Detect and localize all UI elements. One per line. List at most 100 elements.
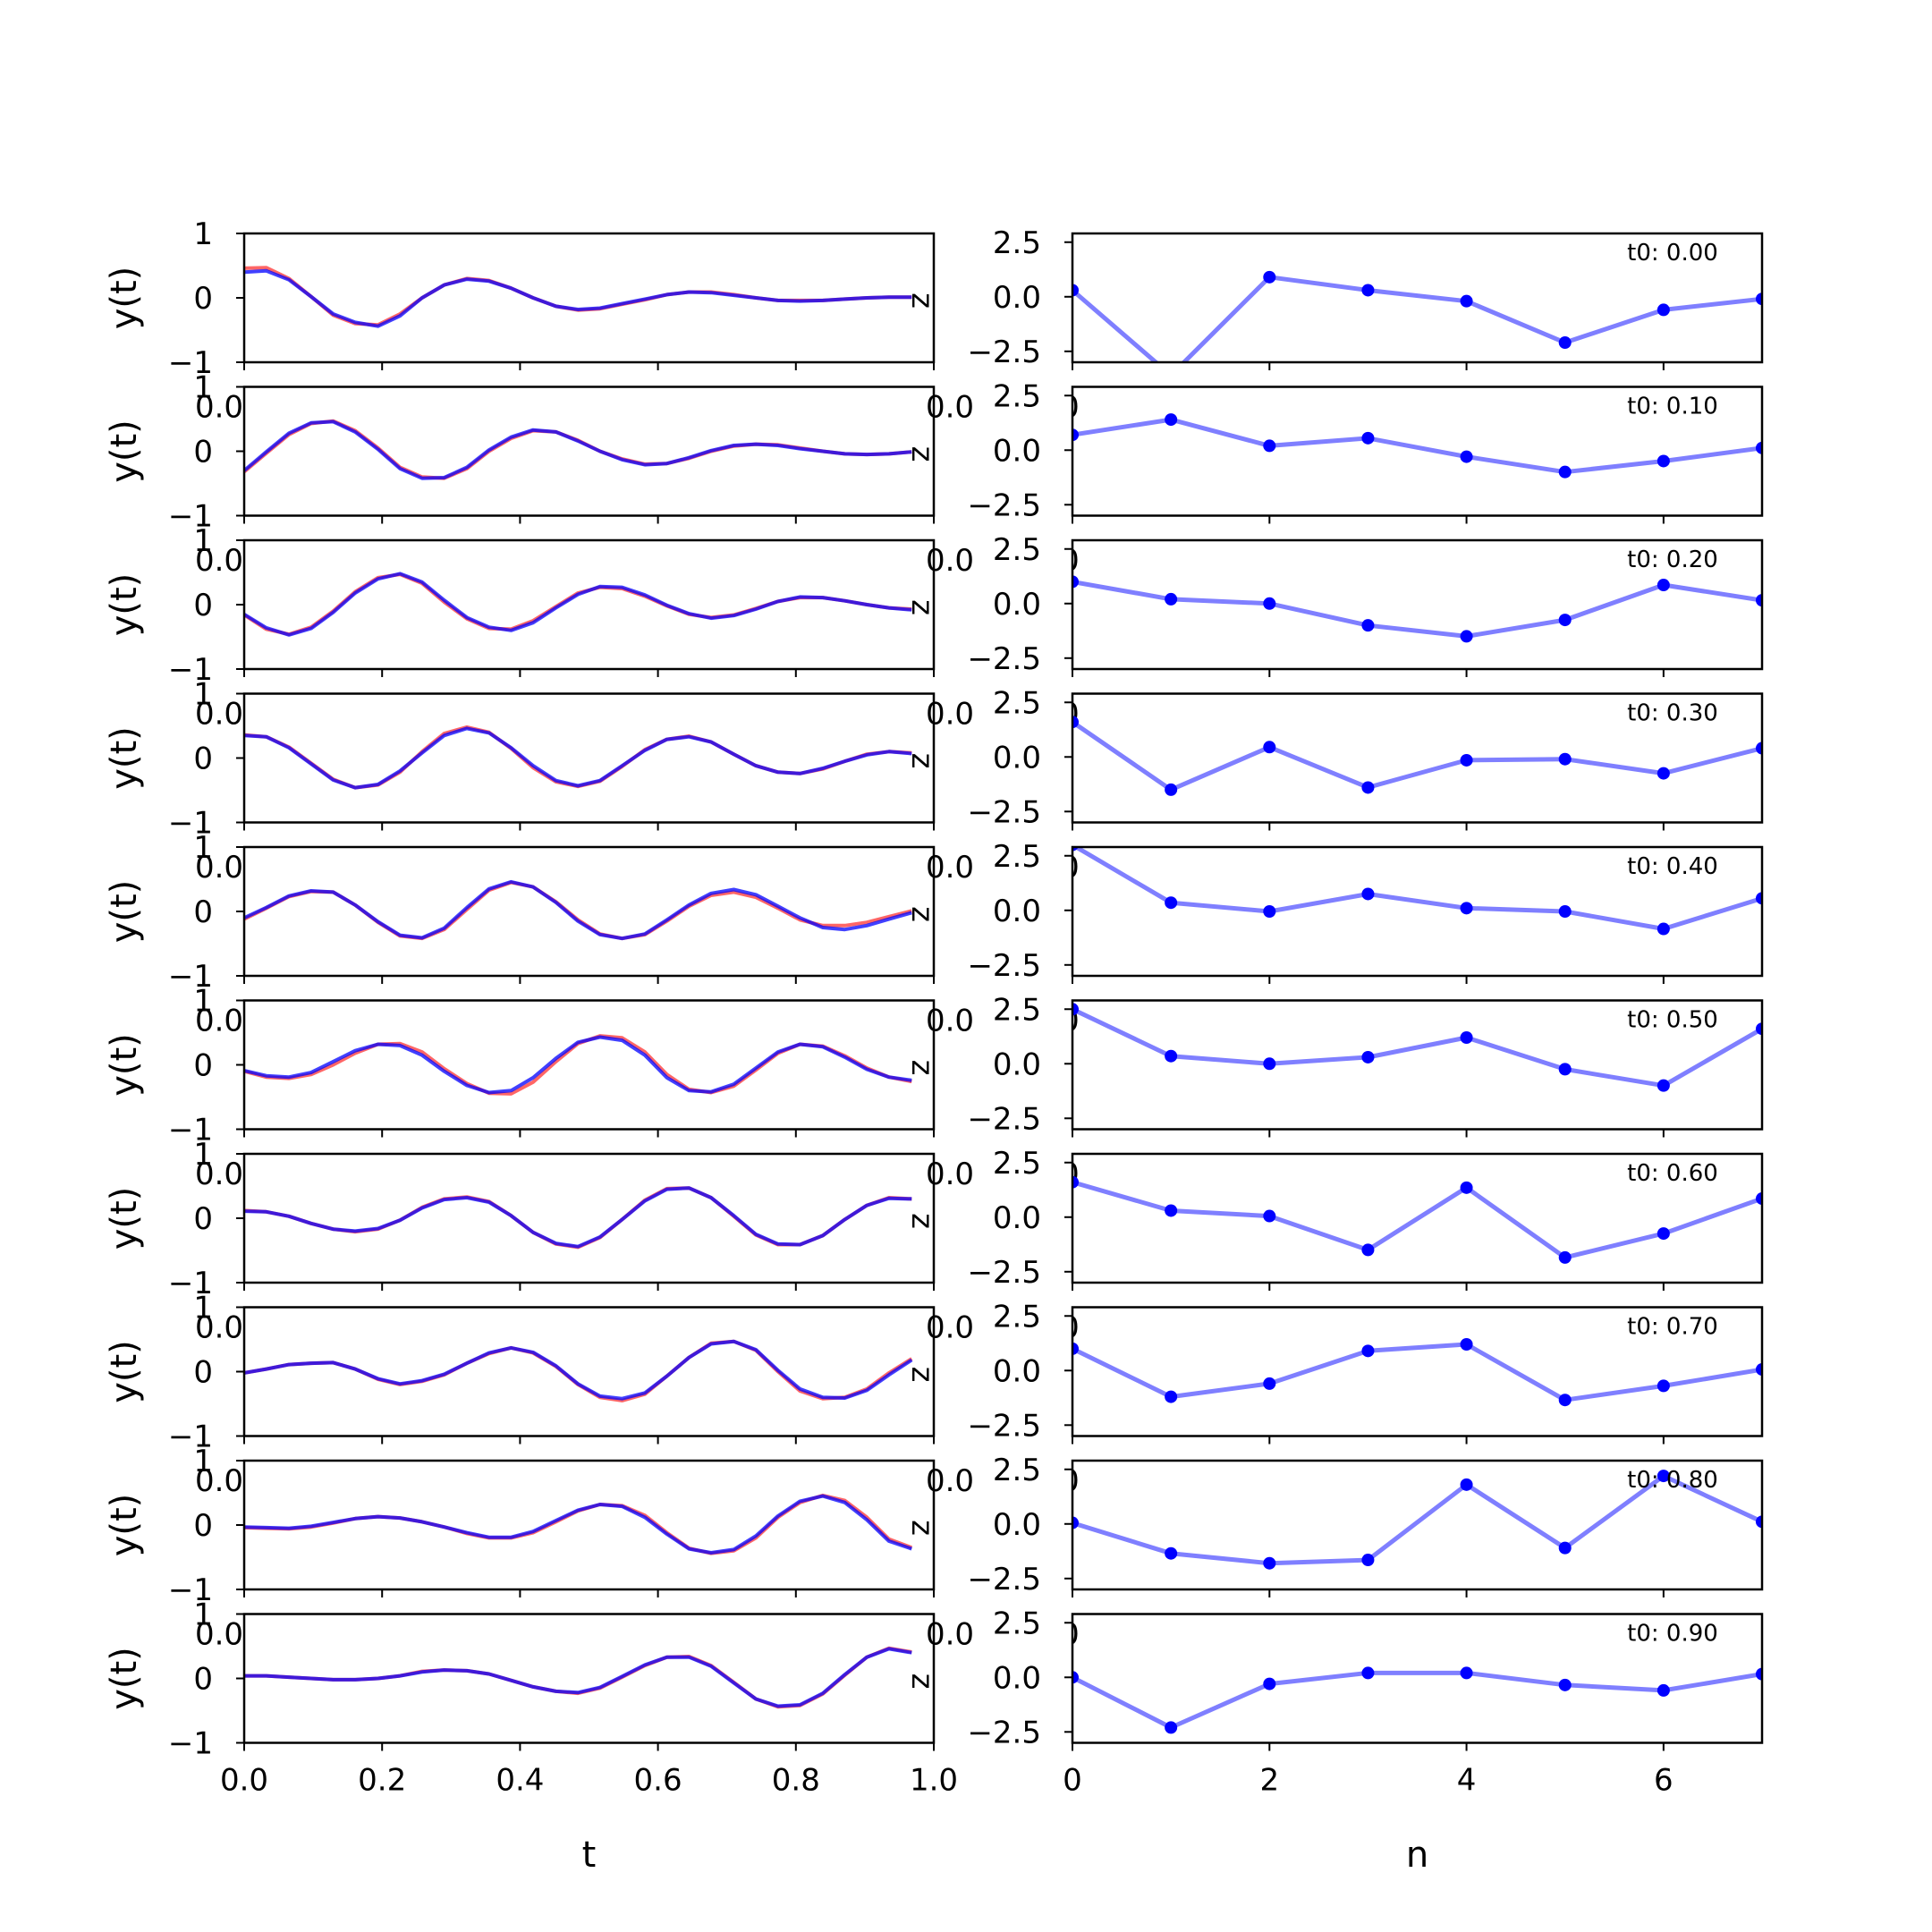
overlap-xtick-label: 0.0 <box>195 543 243 579</box>
latent-point <box>1361 619 1375 632</box>
overlap-xtick-label: 0 <box>1060 543 1080 579</box>
overlap-xtick-label: 0 <box>1060 697 1080 733</box>
ytick-label: 2.5 <box>993 225 1041 261</box>
latent-point <box>1558 1541 1572 1555</box>
latent-point <box>1756 1022 1762 1036</box>
overlap-xtick-label: 0.0 <box>195 850 243 886</box>
side-label: z <box>904 1213 940 1229</box>
ytick-label: −1 <box>168 652 213 688</box>
latent-series-line <box>1072 417 1762 475</box>
ytick-label: 2.5 <box>993 378 1041 414</box>
latent-series-line <box>1072 579 1762 639</box>
latent-point <box>1460 1337 1473 1351</box>
ylabel: y(t) <box>104 1647 145 1710</box>
right-subplot-5: 0 −2.5 0.0 2.5 t0: 0.50 <box>967 992 1764 1138</box>
ytick-label: 2.5 <box>993 1453 1041 1488</box>
latent-point <box>1558 1678 1572 1691</box>
ytick-label: −2.5 <box>967 1408 1041 1444</box>
t0-annotation: t0: 0.60 <box>1627 1160 1718 1187</box>
ytick-label: 2.5 <box>993 992 1041 1028</box>
ytick-label: −2.5 <box>967 335 1041 370</box>
t0-annotation: t0: 0.70 <box>1627 1314 1718 1341</box>
latent-point <box>1657 1379 1670 1393</box>
t0-annotation: t0: 0.00 <box>1627 240 1718 267</box>
latent-point <box>1361 1344 1375 1358</box>
left-axes-frame <box>242 1459 936 1591</box>
latent-series-line <box>1072 1342 1762 1402</box>
t0-annotation: t0: 0.80 <box>1627 1467 1718 1494</box>
latent-point <box>1165 592 1178 606</box>
ylabel: y(t) <box>104 267 145 330</box>
xlabel: n <box>1406 1835 1428 1876</box>
overlap-xtick-label: 0 <box>1060 390 1080 426</box>
ytick-label: 0.0 <box>993 1046 1041 1082</box>
xtick-label: 0.8 <box>772 1763 820 1799</box>
latent-point <box>1072 428 1079 442</box>
left-axes-frame <box>242 999 936 1131</box>
right-subplot-7: 0 −2.5 0.0 2.5 t0: 0.70 <box>967 1299 1764 1445</box>
ytick-label: −2.5 <box>967 948 1041 984</box>
latent-point <box>1657 1079 1670 1092</box>
latent-point <box>1263 905 1276 918</box>
ytick-label: 0 <box>193 281 213 317</box>
latent-point <box>1558 1250 1572 1264</box>
ytick-label: 2.5 <box>993 839 1041 875</box>
pred-series-line <box>244 726 912 790</box>
true-series-line <box>244 880 912 941</box>
latent-point <box>1263 439 1276 453</box>
latent-point <box>1165 1204 1178 1217</box>
latent-point <box>1657 1470 1670 1483</box>
ylabel: y(t) <box>104 880 145 944</box>
ytick-label: 0 <box>193 1048 213 1084</box>
overlap-xtick-label: 0.0 <box>195 1157 243 1192</box>
ytick-label: 1 <box>193 216 213 252</box>
ytick-label: −1 <box>168 806 213 842</box>
side-label: z <box>904 1060 940 1076</box>
overlap-xtick-label: 0 <box>1060 1157 1080 1192</box>
xtick-label: 1.0 <box>910 1763 958 1799</box>
right-axes-frame <box>1071 999 1764 1131</box>
side-label: z <box>904 1367 940 1383</box>
latent-point <box>1072 1671 1079 1684</box>
side-label: z <box>904 906 940 922</box>
latent-point <box>1756 892 1762 905</box>
latent-point <box>1657 454 1670 468</box>
right-axes-frame <box>1071 692 1764 824</box>
overlap-xtick-label: 0.0 <box>195 390 243 426</box>
latent-point <box>1072 1342 1079 1355</box>
latent-point <box>1756 1515 1762 1529</box>
latent-point <box>1263 1556 1276 1570</box>
latent-point <box>1361 781 1375 794</box>
t0-annotation: t0: 0.20 <box>1627 547 1718 573</box>
ytick-label: 0 <box>193 1201 213 1237</box>
overlap-xtick-label: 0.0 <box>195 1310 243 1346</box>
latent-point <box>1263 1377 1276 1390</box>
true-series-line <box>244 724 912 790</box>
ytick-label: 1 <box>193 1444 213 1479</box>
ytick-label: −2.5 <box>967 1715 1041 1750</box>
ytick-label: −1 <box>168 1572 213 1608</box>
ytick-label: −2.5 <box>967 1255 1041 1291</box>
latent-point <box>1361 431 1375 445</box>
right-axes-frame <box>1071 1306 1764 1437</box>
latent-point <box>1165 369 1177 382</box>
overlap-xtick-label: 0 <box>1060 1004 1080 1039</box>
left-axes-frame <box>242 692 936 824</box>
true-series-line <box>244 266 912 327</box>
side-label: z <box>904 753 940 769</box>
pred-series-line <box>244 879 912 941</box>
xtick-label: 6 <box>1654 1763 1674 1799</box>
latent-point <box>1165 413 1178 427</box>
overlap-xtick-label: 0.0 <box>195 1463 243 1499</box>
left-axes-frame <box>242 1152 936 1284</box>
side-label: z <box>904 1520 940 1536</box>
latent-series-line <box>1072 1473 1762 1566</box>
t0-annotation: t0: 0.40 <box>1627 853 1718 880</box>
overlap-xtick-label: 0.0 <box>195 1004 243 1039</box>
latent-point <box>1756 1363 1762 1377</box>
